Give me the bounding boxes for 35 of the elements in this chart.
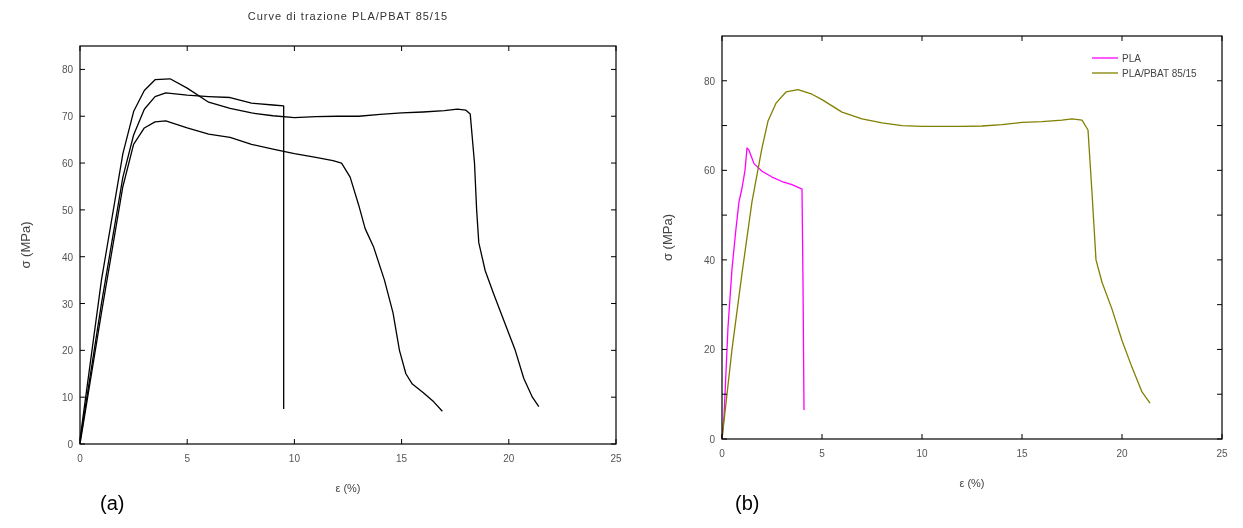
y-axis-title: σ (MPa) [18,221,33,269]
y-tick-label: 20 [703,344,716,356]
y-tick-label: 40 [61,251,74,263]
y-tick-label: 50 [61,204,74,216]
x-tick-label: 20 [1116,448,1128,459]
chart-title: Curve di trazione PLA/PBAT 85/15 [247,10,449,22]
x-tick-label: 10 [916,448,928,459]
x-axis-title: ε (%) [959,477,985,489]
y-tick-label: 10 [61,392,74,404]
y-tick-label: 80 [703,75,716,87]
x-tick-label: 15 [396,453,408,464]
y-tick-label: 80 [61,64,74,76]
y-tick-label: 60 [61,158,74,170]
x-tick-label: 25 [610,453,622,464]
y-axis-title: σ (MPa) [660,213,675,262]
y-tick-label: 0 [67,439,74,450]
legend-label: PLA/PBAT 85/15 [1122,68,1198,79]
x-tick-label: 0 [77,453,84,464]
y-tick-label: 60 [703,165,716,177]
x-tick-label: 25 [1216,448,1228,459]
x-tick-label: 15 [1016,448,1028,459]
y-tick-label: 20 [61,345,74,357]
x-tick-label: 20 [503,453,515,464]
text: (b) [735,492,760,514]
text: (a) [100,492,125,514]
legend-label: PLA [1122,53,1142,64]
x-tick-label: 5 [184,453,191,464]
y-tick-label: 40 [703,254,716,266]
y-tick-label: 30 [61,298,74,310]
x-tick-label: 5 [819,448,826,459]
y-tick-label: 0 [709,434,716,445]
x-axis-title: ε (%) [335,482,361,494]
x-tick-label: 0 [719,448,726,459]
x-tick-label: 10 [288,453,301,464]
y-tick-label: 70 [61,111,74,123]
